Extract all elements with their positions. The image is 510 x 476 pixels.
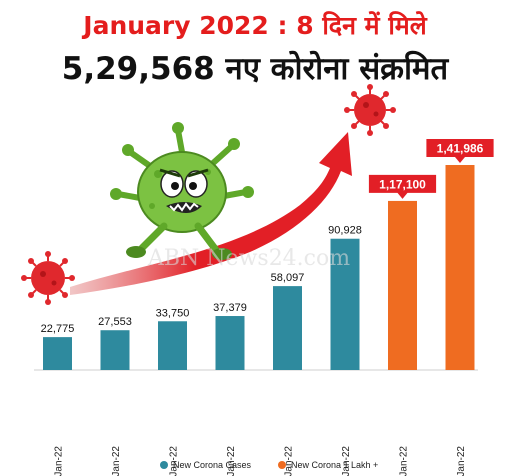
- bar-04-Jan-22: [215, 316, 245, 370]
- headline-total: 5,29,568 नए कोरोना संक्रमित: [61, 51, 449, 87]
- legend-item-1-lakh-plus: New Corona 1 Lakh +: [278, 460, 378, 470]
- value-callout-07-Jan-22: [368, 174, 437, 199]
- value-label-05-Jan-22: 58,097: [271, 272, 305, 284]
- bar-08-Jan-22: [445, 165, 475, 370]
- bar-02-Jan-22: [100, 330, 130, 370]
- virus-icon-right: [344, 84, 396, 136]
- virus-icon-left: [21, 251, 75, 305]
- x-tick-label: 03-Jan-22: [169, 446, 180, 476]
- legend-item-new-cases: New Corona Cases: [160, 460, 251, 470]
- bar-05-Jan-22: [273, 286, 302, 370]
- x-tick-label: 08-Jan-22: [456, 446, 467, 476]
- value-label-07-Jan-22: 1,17,100: [379, 177, 426, 191]
- value-label-06-Jan-22: 90,928: [328, 225, 362, 237]
- bar-01-Jan-22: [43, 337, 72, 370]
- value-label-04-Jan-22: 37,379: [213, 302, 247, 314]
- watermark: ABN News24.com: [148, 246, 351, 271]
- value-callout-08-Jan-22: [426, 139, 494, 163]
- bar-06-Jan-22: [330, 238, 360, 370]
- x-tick-label: 05-Jan-22: [284, 446, 295, 476]
- x-tick-label: 06-Jan-22: [341, 446, 352, 476]
- legend-swatch-orange: [278, 461, 286, 469]
- legend-label: New Corona 1 Lakh +: [291, 460, 379, 470]
- legend-label: New Corona Cases: [173, 460, 252, 470]
- x-tick-label: 01-Jan-22: [54, 446, 65, 476]
- trend-arrow: [70, 132, 352, 295]
- x-tick-label: 07-Jan-22: [399, 446, 410, 476]
- headline-date: January 2022 : 8 दिन में मिले: [83, 11, 427, 40]
- value-label-08-Jan-22: 1,41,986: [437, 142, 484, 156]
- bar-03-Jan-22: [158, 321, 187, 370]
- value-label-03-Jan-22: 33,750: [156, 307, 190, 319]
- value-label-01-Jan-22: 22,775: [41, 323, 75, 335]
- virus-mascot-icon: [110, 122, 254, 260]
- bar-07-Jan-22: [388, 200, 417, 370]
- value-label-02-Jan-22: 27,553: [98, 316, 132, 328]
- x-tick-label: 04-Jan-22: [226, 446, 237, 476]
- x-tick-label: 02-Jan-22: [111, 446, 122, 476]
- legend-swatch-teal: [160, 461, 168, 469]
